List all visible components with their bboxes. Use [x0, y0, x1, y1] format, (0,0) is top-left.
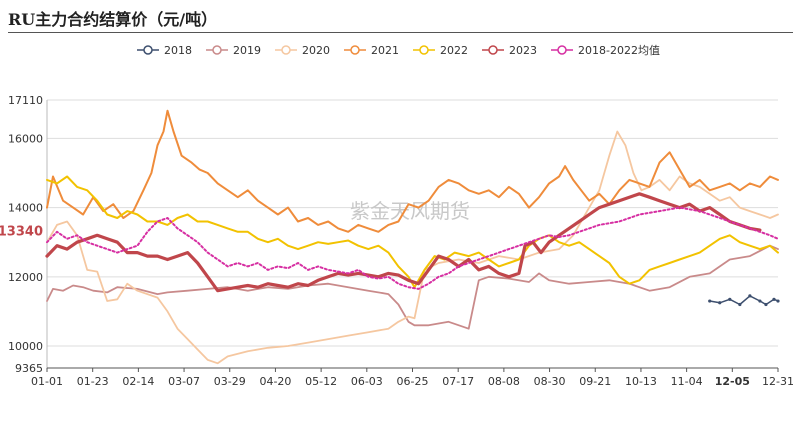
legend-label: 2022 [440, 44, 468, 57]
y-axis: 10000 12000 14000 16000 17110 9365 [8, 94, 48, 375]
series-line-2022 [46, 175, 779, 289]
legend-label: 2021 [371, 44, 399, 57]
series-line-2021 [46, 109, 779, 233]
data-point [708, 299, 712, 303]
x-tick-label: 04-20 [259, 375, 291, 388]
legend-item-2018[interactable]: 2018 [137, 44, 192, 57]
legend-marker-icon [281, 45, 291, 55]
legend-item-2023[interactable]: 2023 [482, 44, 537, 57]
x-tick-label: 12-05 [715, 375, 750, 388]
y-tick-label: 9365 [15, 362, 43, 375]
legend-marker-icon [557, 45, 567, 55]
watermark-text: 紫金天风期货 [350, 199, 470, 223]
data-point [776, 299, 780, 303]
legend-marker-icon [488, 45, 498, 55]
highlight-labels: 13340 [0, 224, 43, 239]
y-tick-label: 12000 [8, 271, 43, 284]
legend-item-2020[interactable]: 2020 [275, 44, 330, 57]
data-point [758, 299, 762, 303]
series-line-2018-2022均值 [46, 206, 779, 290]
highlight-y-label: 13340 [0, 224, 43, 239]
legend: 2018 2019 2020 2021 2022 2023 2018-2022均值 [137, 44, 660, 57]
legend-marker-icon [143, 45, 153, 55]
data-point [772, 297, 776, 301]
x-tick-label: 07-17 [442, 375, 474, 388]
y-tick-label: 10000 [8, 340, 43, 353]
legend-label: 2018 [164, 44, 192, 57]
x-tick-label: 01-23 [77, 375, 109, 388]
y-tick-label: 16000 [8, 132, 43, 145]
legend-label: 2018-2022均值 [578, 44, 660, 57]
x-tick-label: 09-21 [579, 375, 611, 388]
legend-label: 2023 [509, 44, 537, 57]
legend-item-2018-2022均值[interactable]: 2018-2022均值 [551, 44, 660, 57]
x-tick-label: 06-25 [397, 375, 429, 388]
series-line-2020 [46, 130, 779, 365]
legend-label: 2019 [233, 44, 261, 57]
data-point [718, 301, 722, 305]
x-tick-label: 01-01 [31, 375, 63, 388]
series-line-2019 [46, 244, 779, 330]
data-point [748, 294, 752, 298]
series-lines [45, 109, 780, 365]
legend-item-2019[interactable]: 2019 [206, 44, 261, 57]
chart-title: RU主力合约结算价（元/吨） [8, 10, 218, 29]
grid [47, 99, 778, 369]
x-tick-label: 03-29 [214, 375, 246, 388]
data-point [728, 297, 732, 301]
y-tick-label: 17110 [8, 94, 43, 107]
legend-marker-icon [212, 45, 222, 55]
legend-item-2021[interactable]: 2021 [344, 44, 399, 57]
legend-marker-icon [350, 45, 360, 55]
x-tick-label: 12-31 [762, 375, 794, 388]
x-tick-label: 03-07 [168, 375, 200, 388]
x-tick-label: 10-13 [625, 375, 657, 388]
data-point [738, 302, 742, 307]
y-tick-label: 14000 [8, 202, 43, 215]
x-tick-label: 06-03 [351, 375, 383, 388]
series-line-2023 [45, 192, 762, 293]
title-divider [8, 32, 793, 33]
legend-item-2022[interactable]: 2022 [413, 44, 468, 57]
x-tick-label: 08-30 [534, 375, 566, 388]
watermark: 紫金天风期货 [350, 199, 470, 223]
legend-label: 2020 [302, 44, 330, 57]
x-tick-label: 08-08 [488, 375, 520, 388]
x-tick-label: 11-04 [671, 375, 703, 388]
x-axis: 01-01 01-23 02-14 03-07 03-29 04-20 05-12 06-03… [31, 367, 794, 388]
data-point [764, 302, 768, 307]
x-tick-label: 02-14 [122, 375, 154, 388]
legend-marker-icon [419, 45, 429, 55]
x-tick-label: 05-12 [305, 375, 337, 388]
